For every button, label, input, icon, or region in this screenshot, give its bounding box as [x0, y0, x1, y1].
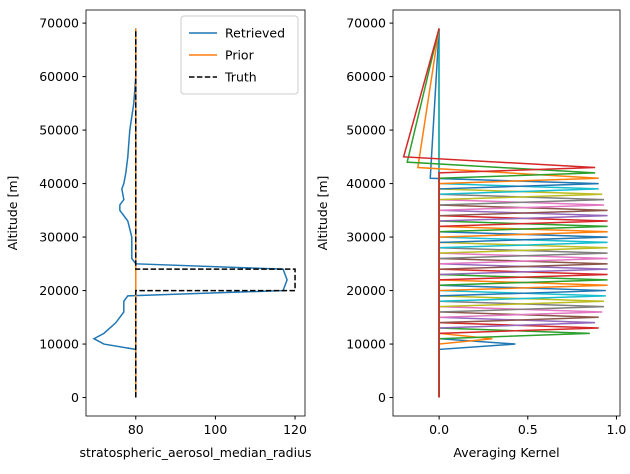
x-tick-label: 120 [283, 422, 307, 437]
y-tick-label: 20000 [39, 283, 79, 298]
y-tick-label: 40000 [39, 176, 79, 191]
legend: Retrieved Prior Truth [180, 15, 299, 95]
axes-frame [85, 9, 306, 417]
series-line [402, 28, 596, 398]
y-tick-label: 30000 [346, 230, 386, 245]
y-tick-label: 10000 [39, 337, 79, 352]
y-tick-label: 70000 [39, 16, 79, 31]
y-axis-label: Altitude [m] [5, 176, 20, 251]
y-axis-label: Altitude [m] [315, 176, 330, 251]
y-tick-label: 0 [71, 390, 79, 405]
x-axis-label: Averaging Kernel [453, 445, 559, 460]
legend-label: Truth [224, 70, 257, 85]
x-tick-label: 0.5 [518, 422, 538, 437]
series-line [92, 28, 288, 398]
x-tick-label: 80 [128, 422, 144, 437]
y-tick-label: 0 [378, 390, 386, 405]
legend-label: Retrieved [225, 26, 285, 41]
x-tick-label: 100 [203, 422, 227, 437]
x-tick-label: 1.0 [607, 422, 627, 437]
y-tick-label: 20000 [346, 283, 386, 298]
legend-frame [180, 15, 299, 95]
y-tick-label: 50000 [39, 123, 79, 138]
y-tick-label: 70000 [346, 16, 386, 31]
series-line [135, 28, 296, 398]
y-tick-label: 10000 [346, 337, 386, 352]
y-tick-label: 60000 [39, 69, 79, 84]
y-tick-label: 40000 [346, 176, 386, 191]
x-tick-label: 0.0 [429, 422, 449, 437]
legend-label: Prior [225, 48, 255, 63]
x-axis-label: stratospheric_aerosol_median_radius [79, 445, 311, 460]
y-tick-label: 30000 [39, 230, 79, 245]
y-tick-label: 60000 [346, 69, 386, 84]
axes-frame [392, 9, 621, 417]
y-tick-label: 50000 [346, 123, 386, 138]
